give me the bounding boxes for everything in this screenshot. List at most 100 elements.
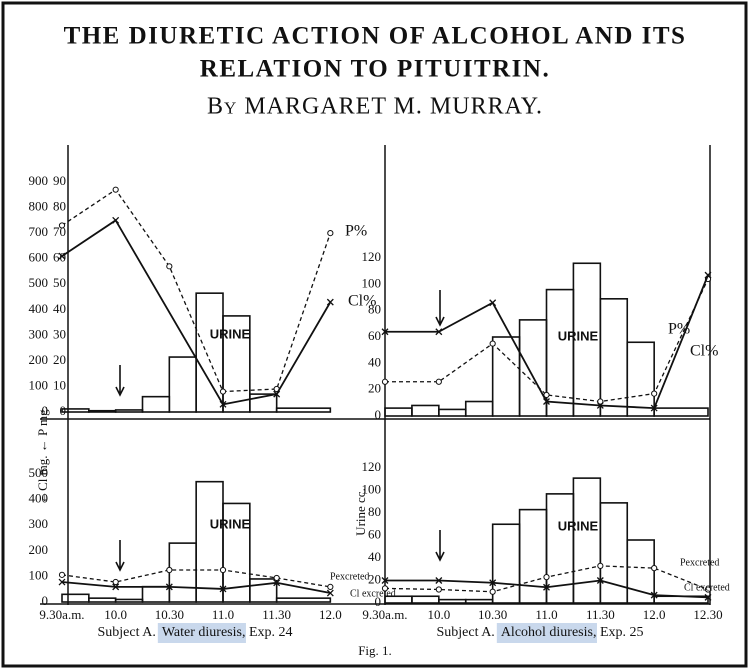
point-marker — [381, 328, 389, 336]
y-tick-label: 80 — [368, 302, 381, 317]
x-tick-label: 10.30 — [478, 607, 507, 622]
point-marker — [112, 186, 119, 193]
point-marker — [165, 583, 173, 591]
point-marker — [112, 583, 120, 591]
point-marker — [273, 579, 281, 587]
point-marker — [166, 566, 173, 574]
x-tick-label: 12.0 — [319, 607, 342, 622]
point-marker — [543, 398, 550, 405]
y-tick-label: 0 — [375, 594, 382, 609]
urine-bar — [141, 395, 171, 413]
urine-bar — [438, 408, 467, 417]
x-tick-label: 10.0 — [104, 607, 127, 622]
y-tick-label: 300 — [29, 326, 49, 341]
y-tick-label: 700 — [29, 224, 49, 239]
point-marker — [543, 583, 550, 591]
series-line — [61, 188, 331, 393]
title-line: RELATION TO PITUITRIN. — [200, 56, 550, 83]
series-label: Pexcreted — [330, 571, 369, 582]
point-marker — [381, 577, 389, 584]
y-axis-label: ←Cl mg. ← P mg. — [35, 406, 50, 504]
urine-bar — [518, 508, 548, 604]
y-axis-label: Urine cc. — [353, 488, 368, 536]
point-marker — [58, 222, 66, 229]
point-marker — [327, 583, 334, 590]
urine-bar — [545, 288, 575, 417]
x-tick-label: 11.0 — [535, 607, 557, 622]
point-marker — [596, 577, 604, 584]
y-tick-label: 100 — [362, 275, 382, 290]
urine-bar — [114, 409, 144, 413]
y2-tick-label: 30 — [53, 326, 66, 341]
caption-suffix: , Exp. 25 — [593, 625, 644, 640]
y-tick-label: 100 — [29, 567, 49, 582]
series-line — [61, 569, 331, 588]
caption-highlight-box — [496, 623, 597, 643]
point-marker — [273, 390, 281, 398]
urine-bar — [275, 407, 332, 413]
urine-bar — [599, 502, 629, 604]
y-tick-label: 0 — [42, 593, 49, 608]
y-tick-label: 400 — [29, 301, 49, 316]
series-label: Pexcreted — [680, 557, 719, 568]
point-marker — [326, 589, 334, 597]
urine-bar — [626, 539, 655, 604]
caption-highlight-box — [157, 623, 246, 643]
y-tick-label: 120 — [362, 459, 382, 474]
y-tick-label: 40 — [368, 354, 381, 369]
caption-highlight: Water diuresis — [162, 625, 242, 640]
point-marker — [58, 578, 66, 586]
urine-bar — [438, 598, 467, 604]
y2-tick-label: 50 — [53, 275, 66, 290]
point-marker — [219, 388, 227, 395]
point-marker — [704, 593, 712, 601]
urine-bar — [464, 598, 494, 604]
y-tick-label: 60 — [368, 526, 381, 541]
y-tick-label: 500 — [29, 275, 49, 290]
x-tick-label: 10.30 — [155, 607, 184, 622]
arrow — [435, 290, 445, 327]
point-marker — [273, 574, 280, 582]
y2-tick-label: 60 — [53, 250, 66, 265]
histogram-label: URINE — [210, 516, 251, 531]
arrow — [435, 530, 445, 562]
y-tick-label: 0 — [42, 403, 49, 418]
caption: Subject A. Water diuresis, Exp. 24 — [97, 623, 293, 643]
urine-bar — [626, 341, 655, 417]
urine-bar — [518, 319, 548, 417]
point-marker — [650, 591, 658, 599]
urine-bar — [88, 597, 117, 603]
urine-bar — [491, 336, 521, 417]
y-tick-label: 120 — [362, 249, 382, 264]
point-marker — [326, 298, 334, 306]
y2-tick-label: 20 — [53, 352, 66, 367]
point-marker — [435, 577, 443, 584]
urine-bar — [384, 407, 413, 417]
point-marker — [166, 263, 173, 270]
point-marker — [381, 378, 389, 385]
point-marker — [650, 404, 658, 412]
point-marker — [219, 566, 227, 574]
urine-bar — [195, 292, 224, 413]
point-marker — [597, 562, 604, 569]
series-line — [61, 581, 331, 594]
point-marker — [651, 565, 658, 572]
point-marker — [435, 328, 443, 336]
y-tick-label: 500 — [29, 465, 49, 480]
point-marker — [381, 585, 389, 592]
y-tick-label: 0 — [375, 407, 382, 422]
point-marker — [704, 271, 712, 279]
urine-bar — [275, 597, 332, 603]
caption-suffix: , Exp. 24 — [242, 625, 293, 640]
urine-bar — [599, 298, 629, 417]
point-marker — [58, 252, 66, 260]
urine-bar — [168, 356, 197, 413]
point-marker — [435, 586, 442, 593]
point-marker — [596, 402, 604, 409]
point-marker — [543, 574, 550, 581]
urine-bar — [168, 542, 197, 603]
caption-prefix: Subject A. — [97, 625, 155, 640]
x-tick-label: 9.30a.m. — [39, 607, 84, 622]
